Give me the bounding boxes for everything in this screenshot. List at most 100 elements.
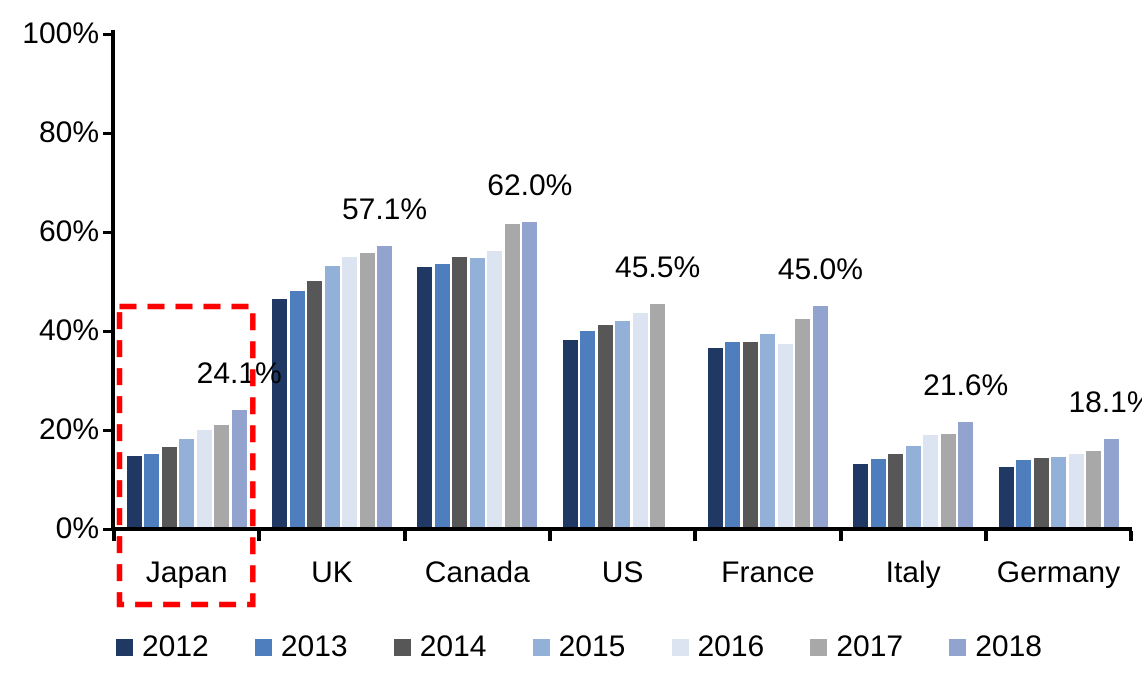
bar-italy-2012 [853, 463, 869, 529]
data-label-italy: 21.6% [923, 369, 1009, 403]
x-axis-tick [547, 531, 552, 541]
legend-item-2012: 2012 [116, 632, 209, 662]
bar-germany-2016 [1068, 453, 1084, 529]
bar-france-2015 [760, 334, 776, 529]
bar-japan-2013 [144, 454, 160, 529]
y-axis-tick-label: 40% [38, 314, 99, 347]
bar-japan-2015 [179, 439, 195, 529]
bar-france-2014 [742, 342, 758, 529]
x-axis-tick [983, 531, 988, 541]
category-label-france: France [721, 556, 815, 589]
data-label-canada: 62.0% [487, 169, 573, 203]
y-axis-tick-label: 100% [22, 17, 99, 50]
x-axis-tick [838, 531, 843, 541]
legend-item-2015: 2015 [532, 630, 626, 663]
bar-uk-2017 [359, 252, 375, 529]
bar-canada-2018 [522, 222, 538, 529]
legend-item-2013: 2013 [254, 630, 348, 663]
category-label-japan: Japan [145, 556, 228, 589]
y-axis-tick [103, 428, 114, 432]
y-axis-tick-label: 0% [55, 512, 99, 545]
legend-swatch-2014 [393, 638, 411, 656]
data-label-uk: 57.1% [341, 193, 428, 227]
legend-swatch-2017 [810, 638, 828, 656]
x-axis-tick [1129, 531, 1134, 541]
bar-japan-2012 [126, 456, 142, 529]
category-label-italy: Italy [885, 556, 941, 589]
y-axis-tick [103, 32, 114, 36]
bar-germany-2012 [998, 467, 1014, 529]
data-label-us: 45.5% [615, 250, 701, 284]
bar-japan-2016 [196, 430, 212, 529]
category-label-us: US [601, 556, 644, 589]
bar-canada-2013 [434, 264, 450, 529]
bar-canada-2016 [487, 250, 503, 529]
bar-france-2016 [777, 343, 793, 529]
legend-label: 2015 [558, 630, 626, 663]
legend-label: 2017 [836, 630, 904, 663]
bar-us-2017 [650, 303, 666, 529]
bar-canada-2015 [469, 257, 485, 529]
category-label-canada: Canada [424, 556, 530, 589]
legend-swatch-2012 [116, 638, 133, 656]
bar-italy-2017 [940, 433, 956, 529]
legend-label: 2012 [142, 630, 209, 663]
y-axis-tick-label: 80% [38, 116, 99, 149]
bar-germany-2013 [1016, 460, 1031, 529]
bar-uk-2015 [324, 266, 340, 529]
legend: 2012 2013 2014 2015 2016 2017 2018 [116, 629, 1042, 665]
x-axis-tick [112, 531, 116, 541]
x-axis-tick [693, 531, 698, 541]
bar-uk-2013 [289, 291, 305, 529]
bar-uk-2014 [307, 281, 322, 529]
data-label-germany: 18.1% [1068, 386, 1142, 420]
bar-uk-2012 [272, 298, 287, 529]
bar-france-2018 [812, 306, 828, 529]
bar-italy-2013 [870, 459, 886, 529]
bar-japan-2018 [231, 409, 247, 529]
bar-canada-2014 [452, 256, 468, 529]
bar-italy-2016 [923, 434, 939, 529]
bar-canada-2012 [417, 266, 433, 529]
legend-item-2017: 2017 [810, 632, 903, 662]
y-axis-tick [103, 527, 114, 531]
bar-us-2012 [562, 339, 578, 529]
bar-italy-2015 [905, 445, 921, 529]
legend-item-2016: 2016 [671, 630, 765, 663]
x-axis-line [111, 527, 1133, 531]
bar-italy-2014 [888, 453, 904, 529]
category-label-germany: Germany [996, 556, 1121, 589]
bar-france-2012 [707, 348, 723, 529]
y-axis-tick [103, 329, 114, 333]
bar-japan-2014 [161, 446, 177, 529]
bar-us-2016 [632, 313, 648, 529]
bar-germany-2018 [1103, 439, 1119, 529]
bar-italy-2018 [958, 422, 974, 529]
legend-label: 2013 [280, 630, 348, 663]
y-axis-tick-label: 20% [38, 413, 99, 446]
data-label-france: 45.0% [777, 253, 863, 287]
legend-label: 2016 [697, 630, 765, 663]
bar-germany-2014 [1033, 458, 1049, 529]
bar-us-2015 [615, 320, 631, 529]
legend-swatch-2015 [532, 638, 550, 656]
legend-item-2018: 2018 [949, 632, 1042, 662]
category-label-uk: UK [311, 556, 353, 589]
bar-france-2017 [795, 319, 811, 529]
bar-uk-2016 [342, 257, 357, 529]
legend-item-2014: 2014 [393, 630, 487, 663]
legend-swatch-2013 [254, 638, 272, 656]
legend-label: 2018 [975, 630, 1042, 663]
bar-germany-2015 [1051, 456, 1066, 529]
bar-us-2013 [580, 330, 596, 529]
legend-swatch-2018 [949, 638, 967, 656]
bar-germany-2017 [1086, 450, 1101, 529]
x-axis-tick [257, 531, 262, 541]
x-axis-tick [402, 531, 407, 541]
bar-canada-2017 [504, 223, 520, 529]
bar-us-2014 [597, 325, 613, 529]
legend-label: 2014 [419, 630, 487, 663]
y-axis-tick [103, 230, 114, 234]
legend-swatch-2016 [671, 638, 689, 656]
